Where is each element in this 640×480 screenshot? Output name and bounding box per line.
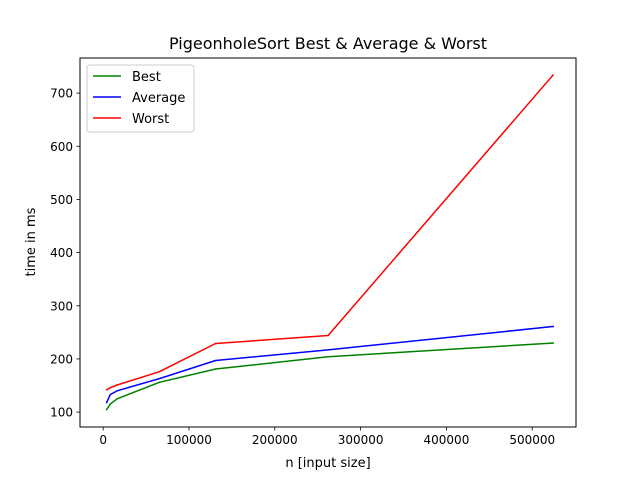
y-axis-label: time in ms: [24, 207, 39, 276]
data-point-average-1: [109, 393, 111, 396]
plot-area-frame: [79, 57, 577, 428]
y-tick-label: 500: [50, 193, 73, 207]
legend-label-best: Best: [132, 70, 161, 85]
x-tick-label: 200000: [252, 433, 298, 447]
data-point-worst-0: [105, 389, 108, 391]
data-point-worst-3: [158, 370, 161, 373]
y-axis-ticks: 100 200 300 400 500 600 700: [50, 87, 80, 420]
data-point-worst-5: [327, 334, 329, 337]
data-point-average-2: [116, 390, 118, 392]
legend-label-worst: Worst: [132, 112, 169, 127]
data-point-average-4: [214, 359, 217, 362]
y-tick-label: 400: [50, 246, 73, 260]
chart-title: PigeonholeSort Best & Average & Worst: [169, 34, 487, 53]
x-tick-label: 300000: [338, 433, 384, 447]
y-tick-label: 100: [50, 406, 73, 420]
data-point-best-5: [327, 356, 329, 358]
data-point-best-6: [552, 342, 554, 344]
x-tick-label: 100000: [166, 433, 212, 447]
y-tick-label: 700: [50, 87, 73, 101]
x-axis-ticks: 0 100000 200000 300000 400000 500000: [99, 427, 555, 447]
x-tick-label: 400000: [424, 433, 470, 447]
data-point-best-0: [105, 408, 108, 411]
data-point-best-1: [109, 403, 111, 405]
data-point-worst-2: [116, 384, 118, 386]
y-tick-label: 300: [50, 299, 73, 313]
x-tick-label: 0: [99, 433, 107, 447]
x-axis-label: n [input size]: [285, 456, 370, 471]
data-point-worst-1: [109, 386, 111, 389]
data-point-average-0: [105, 401, 108, 404]
data-point-best-4: [214, 368, 217, 370]
data-point-average-6: [552, 325, 554, 328]
series-layer: [105, 73, 555, 411]
legend-frame: [86, 64, 195, 133]
x-tick-label: 500000: [509, 433, 555, 447]
legend: Best Average Worst: [86, 64, 195, 133]
data-point-average-3: [158, 377, 161, 380]
y-tick-label: 200: [50, 352, 73, 366]
legend-label-average: Average: [132, 91, 185, 106]
data-point-worst-6: [552, 74, 554, 76]
y-tick-label: 600: [50, 140, 73, 154]
data-point-worst-4: [214, 342, 217, 345]
data-point-best-3: [158, 381, 161, 384]
data-point-best-2: [116, 398, 118, 400]
data-point-average-5: [327, 349, 329, 351]
